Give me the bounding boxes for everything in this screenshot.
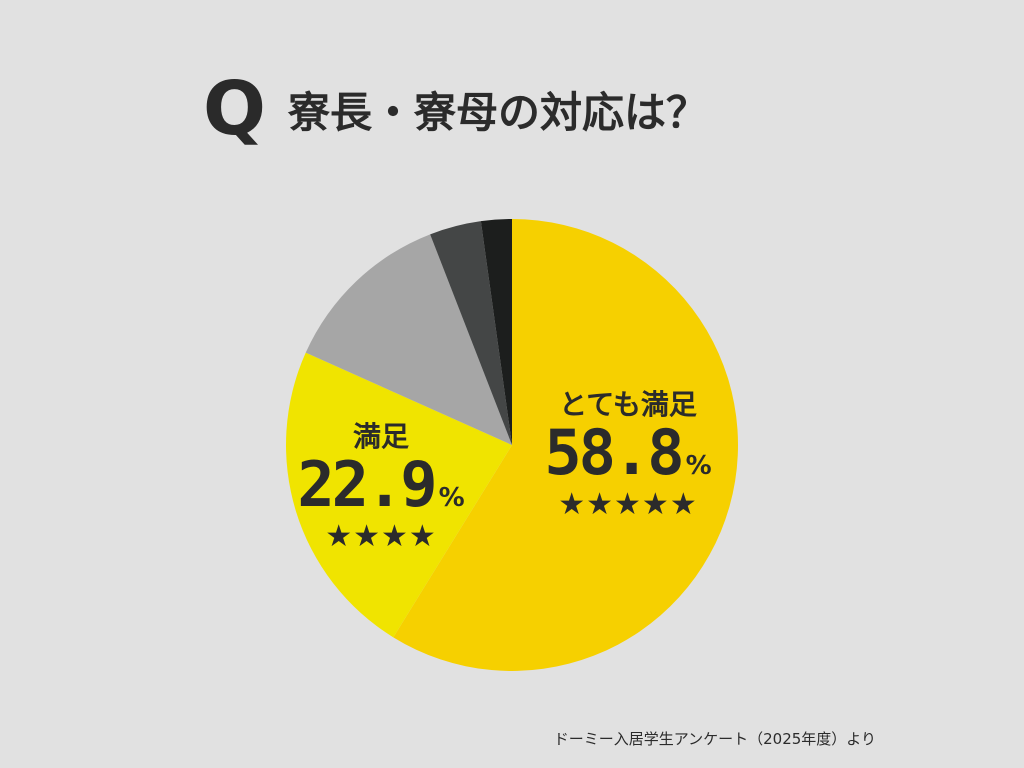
pie-slice-very-satisfied [393, 219, 739, 672]
slice-category-satisfied: 満足 [352, 420, 409, 453]
question-title: 寮長・寮母の対応は？ [288, 88, 709, 137]
pie-slice-satisfied [286, 352, 512, 638]
percent-unit-satisfied: % [438, 482, 465, 513]
pie-slice-black [480, 219, 512, 445]
percent-value-satisfied: 22.9 [297, 447, 437, 521]
four-star-rating: ★★★★ [325, 518, 437, 554]
slice-percent-very-satisfied: 58.8% [528, 421, 728, 484]
pie-slice-gray [305, 234, 512, 445]
slice-category-very-satisfied: とても満足 [559, 388, 697, 421]
percent-value-very-satisfied: 58.8 [544, 415, 684, 489]
pie-slice-dark-gray [430, 221, 512, 445]
slice-label-satisfied: 満足 22.9% ★★★★ [296, 420, 466, 552]
question-mark-q: Q [203, 66, 266, 152]
percent-unit-very-satisfied: % [685, 450, 712, 481]
source-note: ドーミー入居学生アンケート（2025年度）より [553, 730, 876, 748]
five-star-rating: ★★★★★ [558, 486, 698, 522]
slice-percent-satisfied: 22.9% [296, 453, 466, 516]
slice-label-very-satisfied: とても満足 58.8% ★★★★★ [528, 388, 728, 520]
